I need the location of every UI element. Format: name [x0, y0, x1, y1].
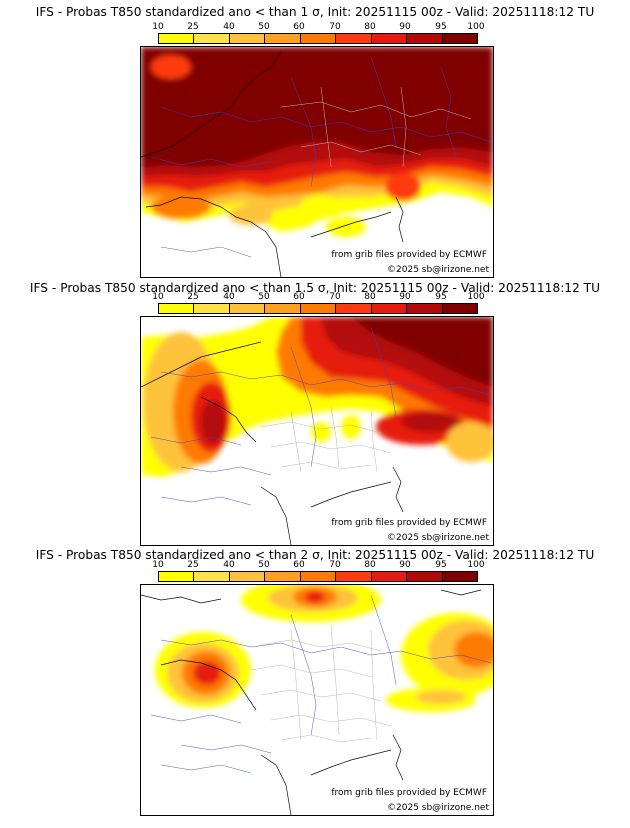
colorbar-swatch [407, 34, 443, 43]
colorbar-swatch [300, 34, 337, 43]
colorbar-swatch [442, 304, 477, 313]
tick-10: 10 [152, 22, 164, 32]
tick-95: 95 [435, 22, 447, 32]
panel-3-colorbar [158, 571, 478, 582]
colorbar-swatch [371, 304, 408, 313]
colorbar-swatch [159, 304, 195, 313]
panel-2-colorbar-ticks: 10 25 40 50 60 70 80 90 95 100 [152, 292, 492, 302]
colorbar-swatch [336, 304, 372, 313]
panel-2-map: from grib files provided by ECMWF ©2025 … [140, 316, 494, 546]
colorbar-swatch [407, 304, 443, 313]
tick-25: 25 [187, 292, 199, 302]
panel-3-probability-field [141, 585, 493, 815]
tick-40: 40 [223, 22, 235, 32]
tick-90: 90 [399, 560, 411, 570]
tick-90: 90 [399, 22, 411, 32]
panel-3-credit: from grib files provided by ECMWF [330, 788, 488, 798]
tick-80: 80 [364, 22, 376, 32]
colorbar-swatch [229, 572, 266, 581]
tick-100: 100 [467, 292, 485, 302]
panel-1-title: IFS - Probas T850 standardized ano < tha… [35, 5, 595, 19]
colorbar-swatch [265, 572, 301, 581]
colorbar-swatch [265, 34, 301, 43]
panel-2-copyright: ©2025 sb@irizone.net [386, 533, 490, 543]
panel-3-map: from grib files provided by ECMWF ©2025 … [140, 584, 494, 816]
tick-60: 60 [293, 22, 305, 32]
colorbar-swatch [300, 572, 337, 581]
panel-1-map: from grib files provided by ECMWF ©2025 … [140, 46, 494, 278]
tick-80: 80 [364, 560, 376, 570]
panel-2-probability-field [141, 317, 493, 545]
tick-40: 40 [223, 560, 235, 570]
colorbar-swatch [229, 304, 266, 313]
tick-60: 60 [293, 560, 305, 570]
tick-10: 10 [152, 560, 164, 570]
panel-2-colorbar [158, 303, 478, 314]
tick-95: 95 [435, 560, 447, 570]
tick-25: 25 [187, 560, 199, 570]
colorbar-swatch [442, 572, 477, 581]
panel-3-copyright: ©2025 sb@irizone.net [386, 803, 490, 813]
tick-50: 50 [258, 560, 270, 570]
colorbar-swatch [194, 34, 230, 43]
tick-50: 50 [258, 22, 270, 32]
panel-1-colorbar-ticks: 10 25 40 50 60 70 80 90 95 100 [152, 22, 492, 32]
tick-10: 10 [152, 292, 164, 302]
tick-80: 80 [364, 292, 376, 302]
panel-3-title: IFS - Probas T850 standardized ano < tha… [35, 548, 595, 562]
panel-2-credit: from grib files provided by ECMWF [330, 518, 488, 528]
colorbar-swatch [336, 572, 372, 581]
colorbar-swatch [300, 304, 337, 313]
tick-70: 70 [329, 292, 341, 302]
panel-3-colorbar-ticks: 10 25 40 50 60 70 80 90 95 100 [152, 560, 492, 570]
colorbar-swatch [407, 572, 443, 581]
tick-100: 100 [467, 560, 485, 570]
colorbar-swatch [371, 572, 408, 581]
panel-1-colorbar [158, 33, 478, 44]
colorbar-swatch [159, 572, 195, 581]
colorbar-swatch [371, 34, 408, 43]
tick-25: 25 [187, 22, 199, 32]
tick-50: 50 [258, 292, 270, 302]
colorbar-swatch [159, 34, 195, 43]
tick-70: 70 [329, 22, 341, 32]
panel-1-probability-field [141, 47, 493, 277]
colorbar-swatch [194, 572, 230, 581]
tick-90: 90 [399, 292, 411, 302]
tick-95: 95 [435, 292, 447, 302]
tick-40: 40 [223, 292, 235, 302]
tick-60: 60 [293, 292, 305, 302]
colorbar-swatch [336, 34, 372, 43]
panel-1-credit: from grib files provided by ECMWF [330, 250, 488, 260]
panel-1-copyright: ©2025 sb@irizone.net [386, 265, 490, 275]
colorbar-swatch [194, 304, 230, 313]
colorbar-swatch [229, 34, 266, 43]
tick-100: 100 [467, 22, 485, 32]
panel-2-title: IFS - Probas T850 standardized ano < tha… [29, 281, 601, 295]
colorbar-swatch [265, 304, 301, 313]
tick-70: 70 [329, 560, 341, 570]
colorbar-swatch [442, 34, 477, 43]
